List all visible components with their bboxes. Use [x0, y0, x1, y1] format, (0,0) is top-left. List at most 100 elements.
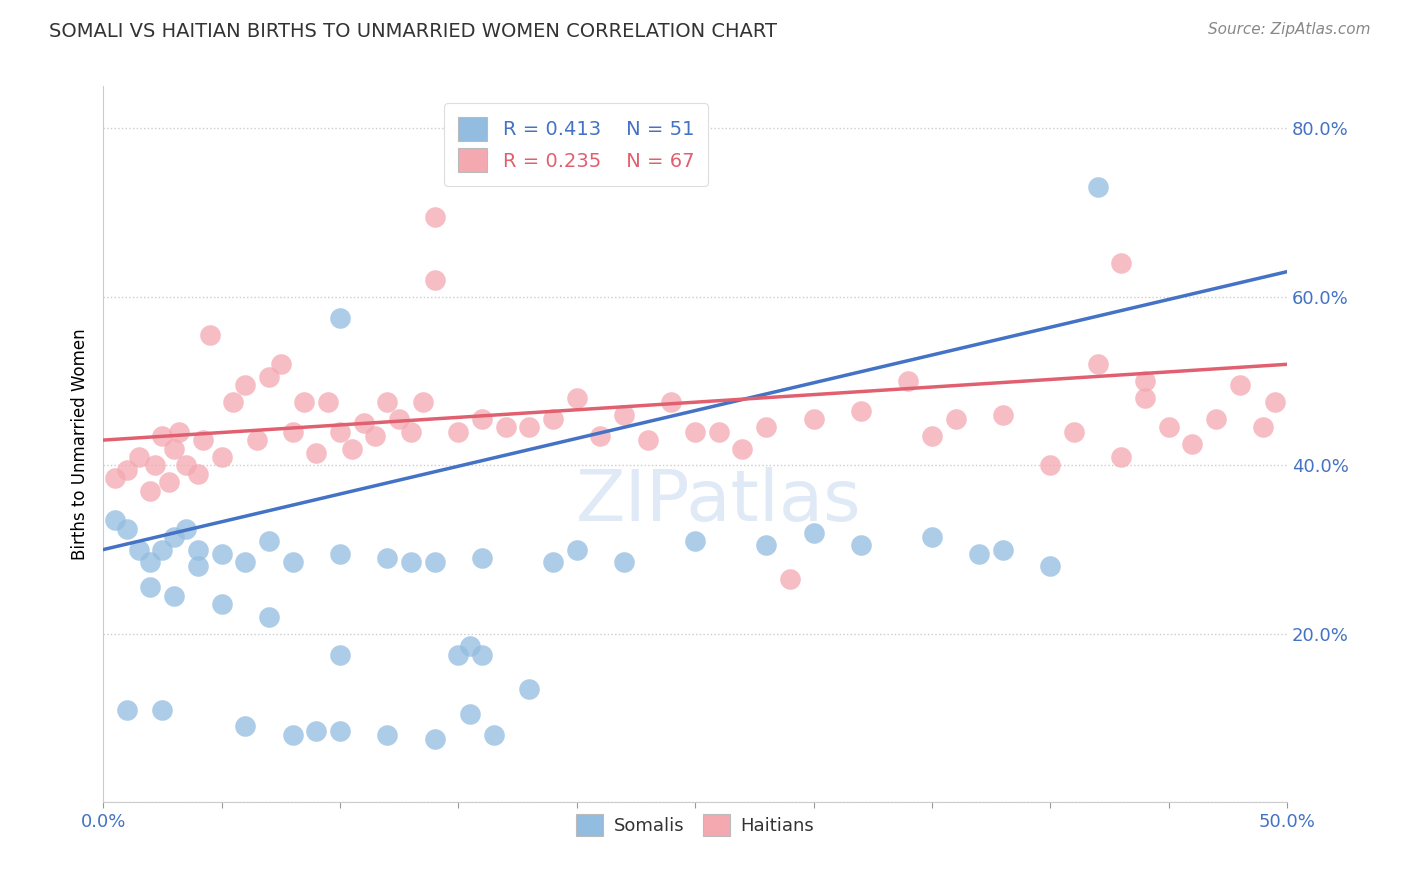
Point	[163, 530, 186, 544]
Text: ZIPatlas: ZIPatlas	[576, 467, 862, 536]
Point	[1253, 420, 1275, 434]
Point	[541, 555, 564, 569]
Point	[128, 450, 150, 464]
Point	[495, 420, 517, 434]
Point	[447, 425, 470, 439]
Point	[174, 522, 197, 536]
Point	[991, 542, 1014, 557]
Point	[589, 429, 612, 443]
Point	[1039, 458, 1062, 473]
Point	[115, 522, 138, 536]
Point	[139, 581, 162, 595]
Point	[163, 442, 186, 456]
Point	[150, 429, 173, 443]
Point	[423, 210, 446, 224]
Point	[423, 555, 446, 569]
Point	[1229, 378, 1251, 392]
Point	[458, 706, 481, 721]
Point	[187, 559, 209, 574]
Point	[222, 395, 245, 409]
Point	[211, 547, 233, 561]
Point	[517, 681, 540, 696]
Point	[1264, 395, 1286, 409]
Point	[329, 310, 352, 325]
Point	[187, 467, 209, 481]
Point	[1111, 256, 1133, 270]
Point	[150, 703, 173, 717]
Point	[399, 555, 422, 569]
Point	[375, 728, 398, 742]
Point	[849, 403, 872, 417]
Point	[139, 555, 162, 569]
Point	[150, 542, 173, 557]
Point	[233, 378, 256, 392]
Point	[1111, 450, 1133, 464]
Point	[565, 391, 588, 405]
Point	[423, 273, 446, 287]
Point	[246, 433, 269, 447]
Point	[340, 442, 363, 456]
Point	[198, 327, 221, 342]
Point	[115, 462, 138, 476]
Point	[211, 598, 233, 612]
Point	[305, 723, 328, 738]
Point	[294, 395, 316, 409]
Point	[143, 458, 166, 473]
Point	[849, 538, 872, 552]
Point	[565, 542, 588, 557]
Point	[613, 555, 636, 569]
Point	[257, 610, 280, 624]
Point	[613, 408, 636, 422]
Point	[329, 723, 352, 738]
Point	[423, 732, 446, 747]
Point	[731, 442, 754, 456]
Point	[159, 475, 181, 490]
Point	[1133, 391, 1156, 405]
Point	[257, 534, 280, 549]
Point	[104, 471, 127, 485]
Point	[139, 483, 162, 498]
Point	[482, 728, 505, 742]
Point	[281, 728, 304, 742]
Point	[683, 534, 706, 549]
Point	[661, 395, 683, 409]
Point	[233, 719, 256, 733]
Point	[683, 425, 706, 439]
Point	[1157, 420, 1180, 434]
Point	[541, 412, 564, 426]
Point	[167, 425, 190, 439]
Point	[364, 429, 387, 443]
Point	[1039, 559, 1062, 574]
Point	[257, 370, 280, 384]
Point	[388, 412, 411, 426]
Point	[191, 433, 214, 447]
Point	[329, 547, 352, 561]
Point	[329, 648, 352, 662]
Point	[637, 433, 659, 447]
Point	[1205, 412, 1227, 426]
Point	[1181, 437, 1204, 451]
Point	[755, 538, 778, 552]
Point	[412, 395, 434, 409]
Point	[104, 513, 127, 527]
Point	[174, 458, 197, 473]
Point	[115, 703, 138, 717]
Point	[471, 412, 494, 426]
Point	[329, 425, 352, 439]
Point	[399, 425, 422, 439]
Point	[803, 412, 825, 426]
Point	[458, 640, 481, 654]
Point	[897, 374, 920, 388]
Point	[517, 420, 540, 434]
Point	[211, 450, 233, 464]
Point	[921, 530, 943, 544]
Point	[921, 429, 943, 443]
Point	[281, 425, 304, 439]
Point	[707, 425, 730, 439]
Point	[991, 408, 1014, 422]
Point	[163, 589, 186, 603]
Point	[375, 395, 398, 409]
Point	[1087, 180, 1109, 194]
Point	[375, 551, 398, 566]
Legend: Somalis, Haitians: Somalis, Haitians	[569, 807, 821, 843]
